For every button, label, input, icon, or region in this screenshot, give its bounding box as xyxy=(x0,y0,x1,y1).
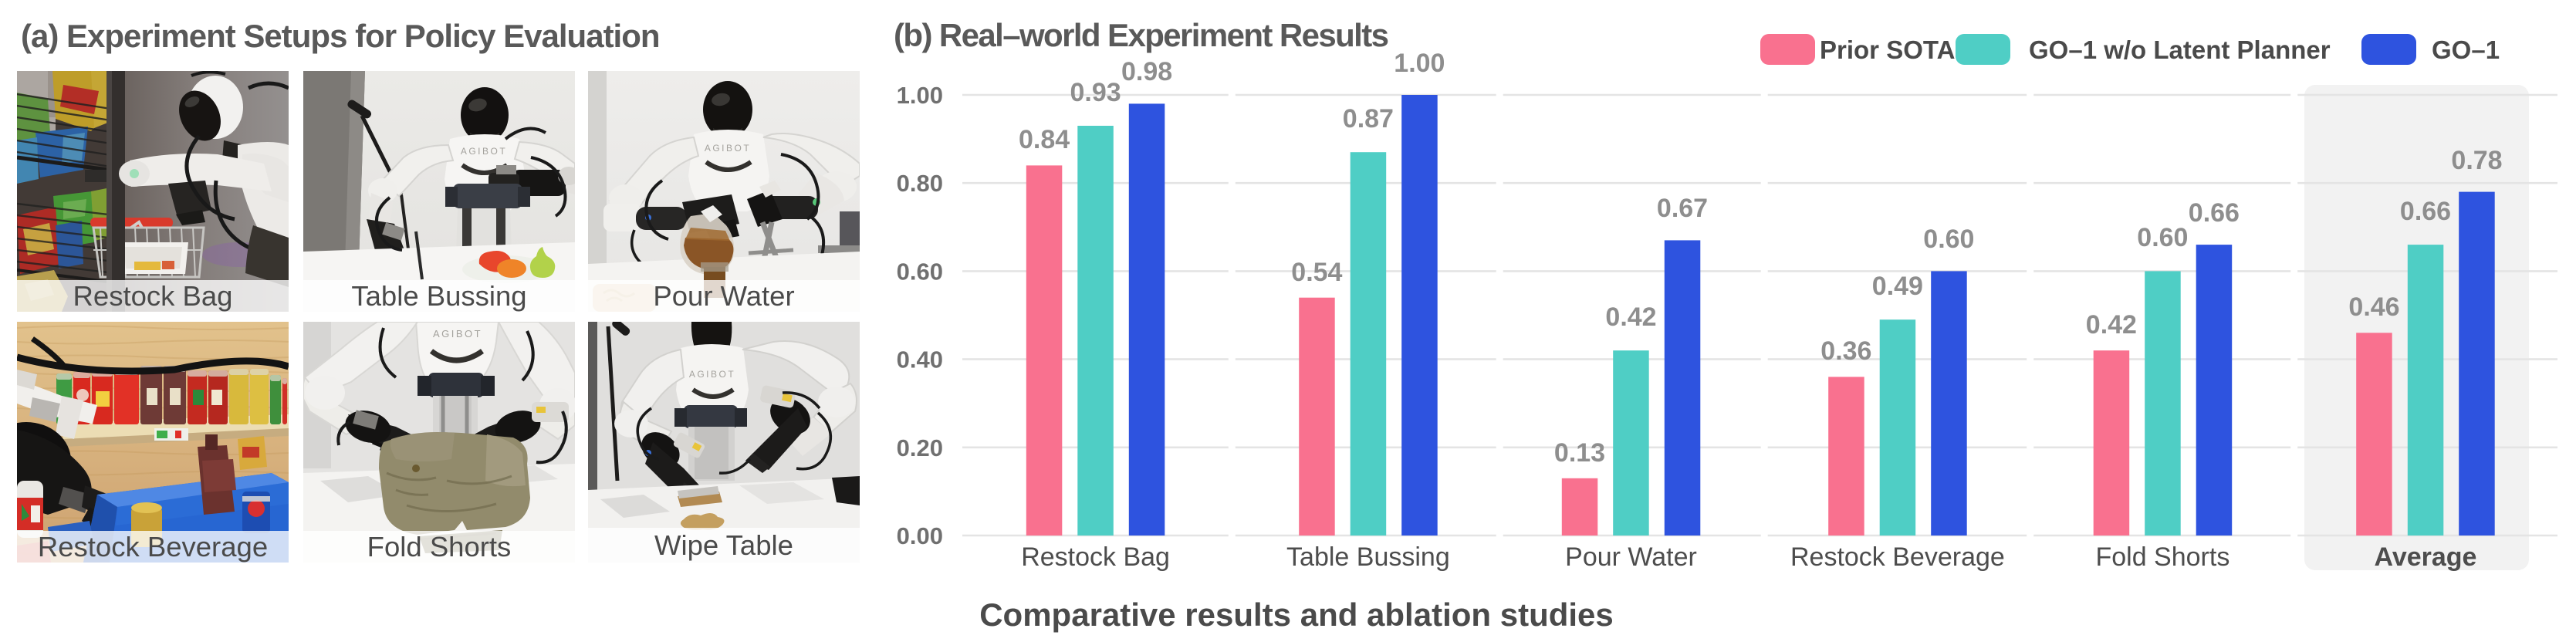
svg-text:GO–1 w/o Latent Planner: GO–1 w/o Latent Planner xyxy=(2029,35,2331,64)
svg-text:Pour Water: Pour Water xyxy=(653,280,794,312)
svg-text:(a) Experiment Setups for Poli: (a) Experiment Setups for Policy Evaluat… xyxy=(21,18,660,54)
svg-text:Restock Bag: Restock Bag xyxy=(73,280,233,312)
svg-text:Restock Bag: Restock Bag xyxy=(1021,542,1170,572)
svg-text:0.40: 0.40 xyxy=(897,346,943,373)
svg-text:0.60: 0.60 xyxy=(2137,223,2188,252)
svg-text:0.42: 0.42 xyxy=(2086,310,2137,340)
svg-text:Table Bussing: Table Bussing xyxy=(1286,542,1450,572)
svg-text:0.93: 0.93 xyxy=(1070,78,1121,107)
svg-text:Comparative results and ablati: Comparative results and ablation studies xyxy=(979,596,1614,633)
svg-text:0.54: 0.54 xyxy=(1291,258,1342,287)
svg-text:AGIBOT: AGIBOT xyxy=(705,143,751,154)
svg-text:Prior SOTA: Prior SOTA xyxy=(1820,35,1955,64)
svg-text:Wipe Table: Wipe Table xyxy=(654,529,793,561)
svg-text:GO–1: GO–1 xyxy=(2432,35,2500,64)
svg-text:1.00: 1.00 xyxy=(897,82,943,109)
svg-text:0.67: 0.67 xyxy=(1657,194,1708,223)
svg-text:1.00: 1.00 xyxy=(1394,49,1445,78)
svg-text:AGIBOT: AGIBOT xyxy=(433,328,482,340)
svg-text:0.36: 0.36 xyxy=(1820,336,1871,366)
svg-text:0.78: 0.78 xyxy=(2451,146,2502,175)
svg-text:AGIBOT: AGIBOT xyxy=(461,146,507,157)
svg-text:Fold Shorts: Fold Shorts xyxy=(2095,542,2229,572)
svg-text:0.80: 0.80 xyxy=(897,170,943,197)
svg-text:0.20: 0.20 xyxy=(897,434,943,461)
svg-text:0.13: 0.13 xyxy=(1554,438,1605,468)
svg-text:(b) Real–world Experiment Resu: (b) Real–world Experiment Results xyxy=(894,17,1388,53)
svg-text:0.87: 0.87 xyxy=(1343,104,1394,133)
svg-text:0.00: 0.00 xyxy=(897,522,943,549)
svg-text:Fold Shorts: Fold Shorts xyxy=(367,531,512,563)
svg-text:0.84: 0.84 xyxy=(1019,125,1070,154)
svg-text:Pour Water: Pour Water xyxy=(1565,542,1697,572)
svg-text:Restock Beverage: Restock Beverage xyxy=(38,531,268,563)
svg-text:Table Bussing: Table Bussing xyxy=(351,280,526,312)
svg-text:0.42: 0.42 xyxy=(1605,302,1656,332)
svg-text:0.66: 0.66 xyxy=(2189,198,2240,228)
svg-text:0.60: 0.60 xyxy=(1923,225,1974,254)
svg-text:Average: Average xyxy=(2375,542,2477,572)
svg-text:0.66: 0.66 xyxy=(2400,197,2451,226)
svg-text:0.46: 0.46 xyxy=(2348,292,2399,322)
svg-text:0.60: 0.60 xyxy=(897,258,943,285)
svg-text:0.98: 0.98 xyxy=(1121,57,1172,86)
svg-text:0.49: 0.49 xyxy=(1872,272,1923,301)
svg-text:Restock Beverage: Restock Beverage xyxy=(1790,542,2005,572)
svg-text:AGIBOT: AGIBOT xyxy=(689,369,735,380)
